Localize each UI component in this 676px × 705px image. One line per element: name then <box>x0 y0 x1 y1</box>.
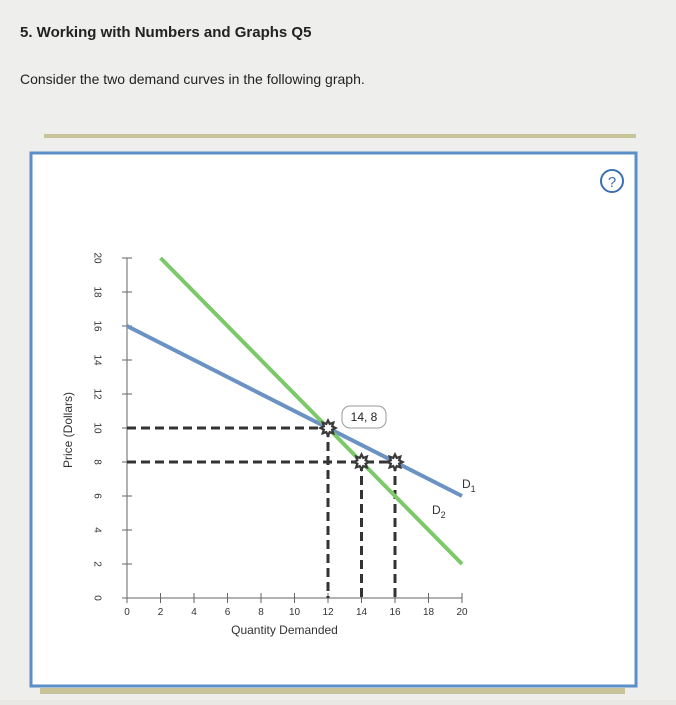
x-tick-label: 16 <box>389 607 401 618</box>
point-inner <box>323 423 333 433</box>
y-tick-label: 8 <box>91 459 102 465</box>
y-axis-title: Price (Dollars) <box>61 392 75 468</box>
x-tick-label: 10 <box>289 607 301 618</box>
divider <box>44 134 636 138</box>
y-tick-label: 6 <box>91 493 102 499</box>
chart-frame <box>29 151 638 688</box>
y-tick-label: 4 <box>91 527 102 533</box>
divider <box>40 688 625 694</box>
y-tick-label: 0 <box>91 595 102 601</box>
demand-line <box>159 256 464 566</box>
x-tick-label: 18 <box>423 607 435 618</box>
plot: 0 2 4 6 8 10 12 14 16 18 20 0 2 4 6 8 10 12 14 16 18 20 Quanti… <box>61 252 476 637</box>
y-tick-label: 12 <box>91 388 102 400</box>
y-tick-label: 18 <box>91 286 102 298</box>
x-tick-label: 0 <box>124 607 130 618</box>
y-tick-label: 20 <box>91 252 102 264</box>
x-tick-label: 6 <box>225 607 231 618</box>
demand-line <box>126 324 463 498</box>
point-inner <box>356 457 367 467</box>
y-tick-label: 16 <box>91 320 102 332</box>
x-tick-label: 8 <box>258 607 264 618</box>
y-tick-label: 14 <box>91 354 102 366</box>
tooltip-box <box>341 405 387 429</box>
x-tick-label: 20 <box>456 607 468 618</box>
prompt: Consider the two demand curves in the fo… <box>20 71 365 87</box>
x-tick-label: 4 <box>191 607 197 618</box>
tooltip: 14, 8 <box>351 410 378 424</box>
point-inner <box>390 457 400 467</box>
x-tick-label: 12 <box>322 607 334 618</box>
x-tick-label: 14 <box>356 607 368 618</box>
heading: 5. Working with Numbers and Graphs Q5 <box>20 24 311 41</box>
y-tick-label: 2 <box>91 561 102 567</box>
x-axis-title: Quantity Demanded <box>231 623 338 637</box>
help-icon[interactable]: ? <box>608 174 616 191</box>
y-tick-label: 10 <box>91 422 102 434</box>
help-button[interactable] <box>600 169 624 193</box>
x-tick-label: 2 <box>158 607 164 618</box>
